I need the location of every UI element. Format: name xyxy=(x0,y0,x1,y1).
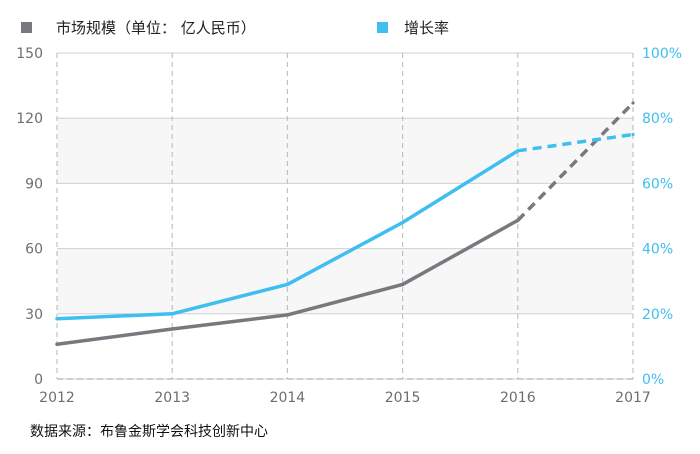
data-point-market-size xyxy=(516,218,520,222)
data-point-growth-rate xyxy=(285,282,289,287)
x-tick-label: 2014 xyxy=(270,390,306,406)
legend-swatch-growth-rate xyxy=(377,22,388,33)
y-right-tick-label: 20% xyxy=(642,307,673,323)
y-left-tick-label: 0 xyxy=(34,372,43,388)
y-right-tick-label: 40% xyxy=(642,242,673,258)
grid-band xyxy=(57,248,633,314)
data-point-growth-rate xyxy=(631,132,635,137)
legend-swatch-market-size xyxy=(21,22,32,33)
data-point-growth-rate xyxy=(170,312,174,316)
data-point-growth-rate xyxy=(401,220,405,225)
x-tick-label: 2012 xyxy=(39,390,75,406)
x-tick-label: 2017 xyxy=(615,390,651,406)
series-projection-market-size xyxy=(516,101,635,222)
x-tick-label: 2015 xyxy=(385,390,421,406)
y-left-tick-label: 30 xyxy=(25,307,43,323)
data-point-market-size xyxy=(401,282,405,287)
data-source-note: 数据来源：布鲁金斯学会科技创新中心 xyxy=(30,424,268,440)
y-left-tick-label: 120 xyxy=(16,111,43,127)
axes: 0 30 60 90 120 150 0% 20% 40% 60% 80% 100% 2012 2013 2… xyxy=(16,46,682,406)
y-right-tick-label: 80% xyxy=(642,111,673,127)
y-right-tick-label: 60% xyxy=(642,176,673,192)
chart-legend: 市场规模（单位： 亿人民币） 增长率 xyxy=(21,19,449,37)
series-projection-growth-rate xyxy=(517,132,634,153)
y-right-tick-label: 100% xyxy=(642,46,682,62)
series-layer xyxy=(55,101,635,346)
x-tick-label: 2016 xyxy=(500,390,536,406)
grid-band xyxy=(57,53,633,119)
grid-band xyxy=(57,118,633,184)
legend-label-growth-rate: 增长率 xyxy=(404,19,449,37)
data-point-market-size xyxy=(285,313,289,317)
y-right-tick-label: 0% xyxy=(642,372,664,388)
legend-label-market-size: 市场规模（单位： 亿人民币） xyxy=(56,19,256,37)
x-tick-label: 2013 xyxy=(154,390,190,406)
grid-band xyxy=(57,313,633,379)
data-point-market-size xyxy=(55,342,59,346)
data-point-growth-rate xyxy=(55,317,59,321)
y-left-tick-label: 90 xyxy=(25,176,43,192)
y-left-tick-label: 150 xyxy=(16,46,43,62)
grid-band xyxy=(57,183,633,249)
data-point-market-size xyxy=(631,101,635,105)
data-point-growth-rate xyxy=(516,149,520,153)
grid xyxy=(56,52,634,380)
y-left-tick-label: 60 xyxy=(25,242,43,258)
data-point-market-size xyxy=(170,327,174,331)
